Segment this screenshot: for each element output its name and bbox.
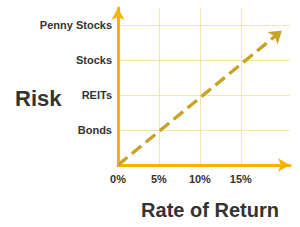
svg-text:Bonds: Bonds — [78, 124, 112, 136]
svg-text:Risk: Risk — [15, 86, 62, 111]
svg-text:Stocks: Stocks — [76, 54, 112, 66]
svg-text:15%: 15% — [230, 173, 252, 185]
svg-text:5%: 5% — [151, 173, 167, 185]
svg-text:0%: 0% — [110, 173, 126, 185]
svg-text:REITs: REITs — [82, 89, 112, 101]
svg-text:10%: 10% — [189, 173, 211, 185]
svg-text:Rate of Return: Rate of Return — [141, 199, 279, 221]
svg-text:Penny Stocks: Penny Stocks — [40, 19, 112, 31]
